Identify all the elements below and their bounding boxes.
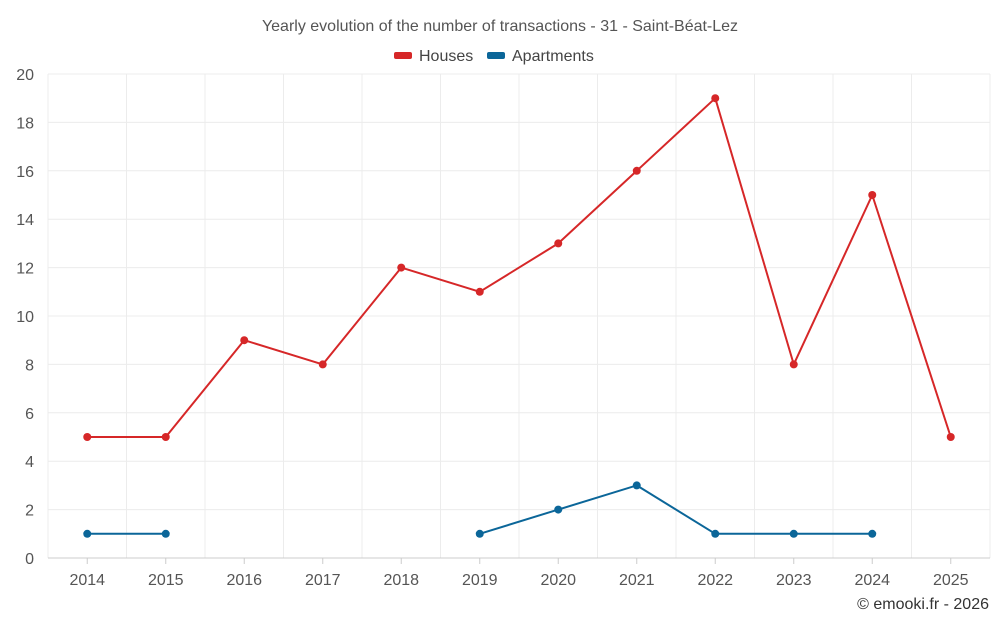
y-tick-label: 6 (25, 406, 34, 423)
y-tick-label: 8 (25, 357, 34, 374)
x-tick-label: 2018 (383, 572, 419, 589)
data-point-houses-2025[interactable] (946, 433, 955, 441)
credit-text: © emooki.fr - 2026 (857, 596, 989, 613)
data-point-houses-2021[interactable] (632, 166, 641, 175)
data-point-houses-2016[interactable] (240, 336, 249, 345)
x-tick-label: 2017 (305, 572, 341, 589)
data-point-apartments-2014[interactable] (83, 529, 92, 538)
data-point-houses-2015[interactable] (161, 433, 170, 441)
data-point-apartments-2015[interactable] (161, 529, 170, 538)
data-point-houses-2023[interactable] (789, 360, 798, 369)
data-point-apartments-2022[interactable] (711, 529, 720, 538)
data-point-apartments-2024[interactable] (868, 529, 877, 538)
data-point-houses-2017[interactable] (318, 360, 327, 369)
legend-item-houses[interactable]: Houses (394, 48, 473, 65)
data-point-houses-2022[interactable] (711, 94, 720, 103)
data-point-apartments-2021[interactable] (632, 481, 641, 490)
y-tick-label: 16 (16, 164, 34, 181)
y-tick-label: 10 (16, 309, 34, 326)
legend: Houses Apartments (394, 48, 594, 65)
data-point-houses-2014[interactable] (83, 433, 92, 441)
x-tick-label: 2021 (619, 572, 655, 589)
y-tick-label: 14 (16, 212, 34, 229)
x-tick-label: 2019 (462, 572, 498, 589)
y-tick-label: 12 (16, 261, 34, 278)
data-point-houses-2020[interactable] (554, 239, 563, 248)
series-line-houses (87, 97, 952, 438)
x-tick-label: 2016 (226, 572, 262, 589)
legend-swatch (394, 52, 412, 59)
chart-title: Yearly evolution of the number of transa… (262, 18, 738, 35)
y-tick-label: 4 (25, 454, 34, 471)
y-tick-label: 0 (25, 551, 34, 568)
x-tick-label: 2020 (540, 572, 576, 589)
x-tick-label: 2025 (933, 572, 969, 589)
legend-label: Houses (419, 48, 473, 65)
grid (47, 73, 991, 558)
x-tick-label: 2015 (148, 572, 184, 589)
legend-swatch (487, 52, 505, 59)
y-tick-label: 18 (16, 115, 34, 132)
data-point-apartments-2023[interactable] (789, 529, 798, 538)
y-tick-label: 2 (25, 503, 34, 520)
legend-label: Apartments (512, 48, 594, 65)
series-houses (83, 94, 955, 441)
series-apartments (83, 481, 877, 538)
series-line-apartments (479, 484, 873, 535)
x-tick-label: 2022 (697, 572, 733, 589)
series-group (83, 94, 955, 538)
data-point-apartments-2019[interactable] (475, 529, 484, 538)
x-tick-label: 2014 (69, 572, 105, 589)
x-tick-label: 2024 (854, 572, 890, 589)
data-point-houses-2019[interactable] (475, 287, 484, 296)
data-point-houses-2024[interactable] (868, 191, 877, 199)
data-point-houses-2018[interactable] (397, 263, 406, 272)
x-tick-label: 2023 (776, 572, 812, 589)
data-point-apartments-2020[interactable] (554, 505, 563, 514)
axes: 0 2 4 6 8 10 12 14 16 18 20 2014 2015 2016 2017 2018 201… (16, 67, 990, 589)
legend-item-apartments[interactable]: Apartments (487, 48, 594, 65)
y-tick-label: 20 (16, 67, 34, 84)
